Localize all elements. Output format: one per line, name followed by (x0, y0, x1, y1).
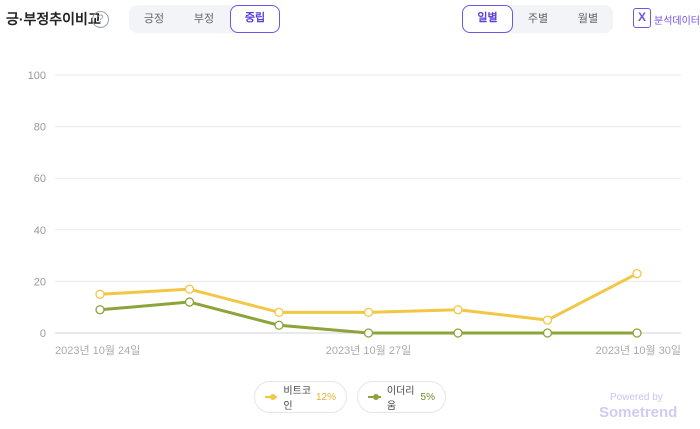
period-tab-group: 일별 주별 월별 (462, 5, 613, 33)
y-tick-label: 20 (34, 276, 46, 288)
data-point (453, 305, 463, 315)
data-point (542, 328, 553, 338)
data-point (542, 315, 553, 325)
tab-neutral[interactable]: 중립 (230, 5, 280, 33)
ethereum-line-icon (368, 393, 381, 400)
data-point (274, 307, 284, 318)
data-point (274, 320, 284, 330)
excel-icon[interactable]: X (633, 8, 651, 28)
help-icon[interactable]: ? (92, 11, 109, 28)
tab-monthly[interactable]: 월별 (577, 13, 599, 25)
page-title: 긍·부정추이비교 (6, 11, 101, 27)
y-tick-label: 0 (40, 328, 46, 340)
bitcoin-line-icon (265, 393, 278, 400)
sentiment-tab-group: 긍정 부정 중립 (129, 5, 280, 33)
tab-positive[interactable]: 긍정 (143, 13, 165, 25)
data-point (453, 328, 463, 338)
tab-weekly[interactable]: 주별 (527, 13, 549, 25)
brand-logo: Sometrend (599, 404, 678, 421)
data-point (184, 284, 195, 294)
data-point (184, 297, 195, 307)
data-point (95, 289, 105, 299)
data-point (363, 328, 374, 338)
legend-label: 비트코인 (283, 386, 312, 412)
data-point (632, 269, 642, 279)
data-point (363, 307, 374, 318)
legend-percent: 12% (315, 391, 336, 403)
legend-item-ethereum[interactable]: 이더리움 5% (357, 381, 446, 413)
y-tick-label: 40 (34, 225, 46, 237)
x-tick-label: 2023년 10월 27일 (326, 343, 411, 357)
powered-by-text: Powered by (610, 392, 663, 403)
y-tick-label: 60 (34, 173, 46, 185)
y-tick-label: 80 (34, 122, 46, 134)
tab-negative[interactable]: 부정 (193, 13, 215, 25)
legend-percent: 5% (420, 391, 435, 403)
export-data-button[interactable]: 분석데이터 (654, 16, 700, 27)
y-tick-label: 100 (28, 70, 46, 82)
line-chart: 0 20 40 60 80 100 2023년 10월 24일 2023년 10월 27일 20… (28, 70, 681, 357)
x-tick-label: 2023년 10월 24일 (55, 343, 140, 357)
tab-daily[interactable]: 일별 (462, 5, 513, 33)
x-tick-label: 2023년 10월 30일 (596, 343, 681, 357)
legend-label: 이더리움 (386, 386, 415, 412)
data-point (632, 328, 642, 338)
legend-item-bitcoin[interactable]: 비트코인 12% (254, 381, 347, 413)
data-point (95, 305, 105, 315)
